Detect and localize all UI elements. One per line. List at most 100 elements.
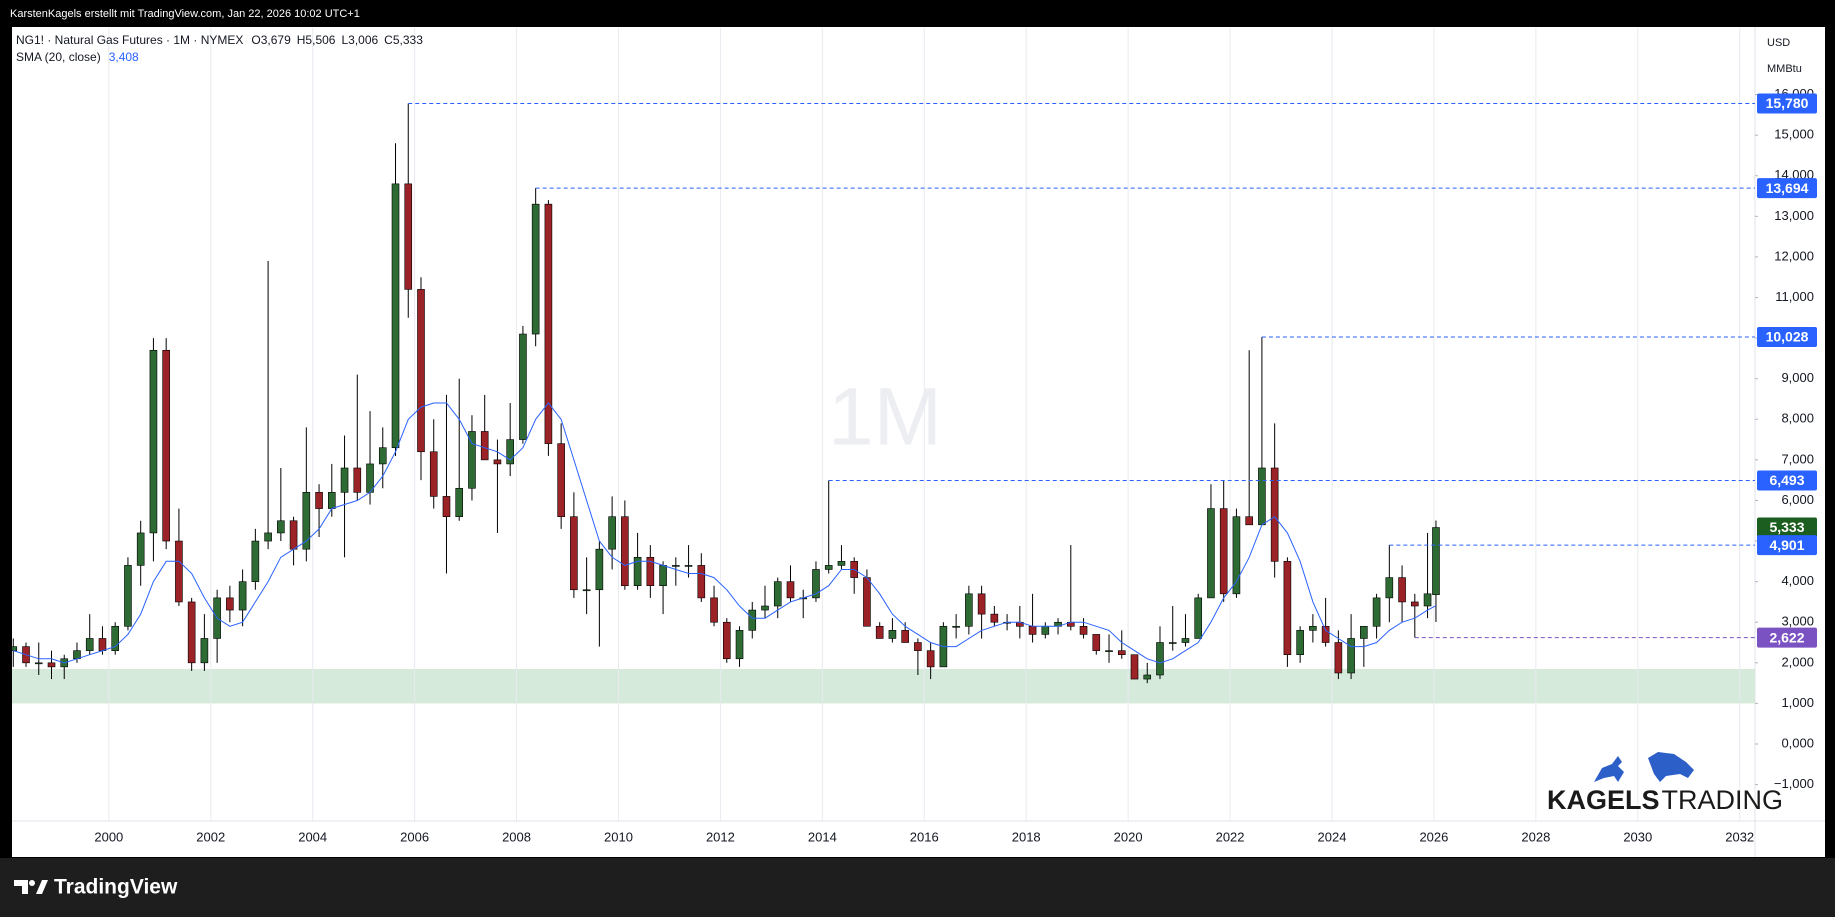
candle-body bbox=[672, 565, 680, 567]
price-tag bbox=[1757, 627, 1817, 648]
price-tag-label: 2,622 bbox=[1769, 629, 1804, 645]
y-tick-label: 9,000 bbox=[1781, 370, 1814, 385]
candle-body bbox=[1398, 577, 1406, 603]
candle-body bbox=[1219, 508, 1228, 595]
x-tick-label: 2022 bbox=[1216, 829, 1245, 844]
candle-body bbox=[302, 492, 311, 550]
candle-body bbox=[1296, 630, 1304, 656]
candle-body bbox=[1347, 638, 1355, 674]
candle-body bbox=[608, 516, 616, 550]
y-tick-label: 6,000 bbox=[1781, 492, 1814, 507]
candle-body bbox=[812, 569, 820, 599]
candle-body bbox=[378, 447, 387, 465]
candle-body bbox=[761, 605, 769, 611]
legend-close: C5,333 bbox=[384, 33, 423, 47]
candle-body bbox=[901, 630, 909, 643]
candle-body bbox=[200, 638, 209, 664]
candle-body bbox=[175, 540, 183, 603]
candle-body bbox=[926, 650, 935, 668]
candle-body bbox=[1245, 516, 1253, 526]
candle-body bbox=[621, 516, 629, 587]
x-tick-label: 2020 bbox=[1114, 829, 1143, 844]
candle-body bbox=[1334, 642, 1343, 674]
candle-body bbox=[1168, 642, 1177, 644]
candle-body bbox=[468, 431, 476, 489]
candle-body bbox=[366, 463, 374, 493]
candle-body bbox=[98, 638, 107, 651]
legend-sma: SMA (20, close) 3,408 bbox=[16, 50, 139, 64]
x-tick-label: 2032 bbox=[1725, 829, 1754, 844]
price-tag-label: 6,493 bbox=[1769, 472, 1804, 488]
bear-icon bbox=[1648, 752, 1694, 782]
candle-body bbox=[442, 496, 451, 517]
logo-dot bbox=[29, 880, 35, 886]
y-tick-label: 8,000 bbox=[1781, 411, 1814, 426]
candle-body bbox=[1105, 650, 1113, 652]
candle-body bbox=[493, 459, 502, 465]
candle-body bbox=[404, 183, 413, 290]
price-tag bbox=[1757, 178, 1817, 199]
price-tag bbox=[1757, 93, 1817, 114]
candle-body bbox=[162, 349, 170, 542]
candle-body bbox=[1385, 577, 1394, 599]
candle-body bbox=[1079, 625, 1088, 635]
candle-body bbox=[1309, 625, 1317, 631]
candle-body bbox=[1432, 527, 1440, 595]
candle-body bbox=[328, 492, 336, 509]
candle-body bbox=[888, 630, 897, 639]
candle-body bbox=[952, 625, 960, 628]
x-tick-label: 2028 bbox=[1521, 829, 1550, 844]
footer bbox=[0, 858, 1835, 917]
brand-second: TRADING bbox=[1662, 785, 1784, 815]
price-tag-label: 5,333 bbox=[1769, 519, 1804, 535]
candle-body bbox=[1092, 634, 1101, 651]
price-tag-label: 13,694 bbox=[1766, 180, 1809, 196]
candle-body bbox=[149, 349, 158, 534]
logo-slash bbox=[36, 880, 48, 894]
sma-value: 3,408 bbox=[109, 50, 139, 64]
candle-body bbox=[12, 646, 18, 651]
candle-body bbox=[1270, 467, 1279, 562]
y-tick-label: −1,000 bbox=[1774, 776, 1814, 791]
brand-text: KAGELSTRADING bbox=[1547, 785, 1783, 815]
candle-body bbox=[1181, 638, 1190, 643]
unit-currency: USD bbox=[1767, 37, 1790, 49]
candle-body bbox=[722, 621, 731, 660]
candle-body bbox=[1411, 601, 1419, 607]
candle-body bbox=[595, 548, 604, 591]
candle-body bbox=[773, 581, 782, 607]
candle-body bbox=[85, 638, 94, 651]
candle-body bbox=[748, 609, 757, 631]
y-tick-label: 3,000 bbox=[1781, 614, 1814, 629]
candle-body bbox=[965, 593, 973, 627]
support-zone bbox=[12, 668, 1755, 704]
y-tick-label: 0,000 bbox=[1781, 735, 1814, 750]
candle-body bbox=[684, 565, 693, 567]
candle-body bbox=[735, 630, 744, 660]
y-tick-label: 7,000 bbox=[1781, 451, 1814, 466]
candle-body bbox=[570, 516, 578, 591]
y-tick-label: 13,000 bbox=[1774, 208, 1814, 223]
candle-body bbox=[1156, 642, 1164, 676]
candle-body bbox=[1360, 625, 1368, 639]
x-tick-label: 2026 bbox=[1419, 829, 1448, 844]
candle-body bbox=[238, 581, 247, 611]
candle-body bbox=[47, 662, 56, 668]
candle-body bbox=[1258, 467, 1266, 526]
candle-body bbox=[1423, 593, 1432, 607]
candle-body bbox=[480, 431, 489, 461]
candle-body bbox=[837, 561, 846, 566]
plot bbox=[12, 28, 1755, 821]
candle-body bbox=[124, 565, 132, 627]
y-tick-label: 2,000 bbox=[1781, 654, 1814, 669]
legend-line: NG1! · Natural Gas Futures · 1M · NYMEX O… bbox=[16, 33, 423, 47]
candle-body bbox=[251, 540, 260, 582]
brand-first: KAGELS bbox=[1547, 785, 1660, 815]
candle-body bbox=[34, 662, 43, 665]
footer-brand[interactable]: TradingView bbox=[54, 876, 178, 899]
candle-body bbox=[1283, 561, 1292, 656]
candle-body bbox=[340, 467, 349, 493]
y-tick-label: 11,000 bbox=[1775, 289, 1814, 304]
candle-body bbox=[1232, 516, 1241, 595]
x-tick-label: 2012 bbox=[706, 829, 735, 844]
